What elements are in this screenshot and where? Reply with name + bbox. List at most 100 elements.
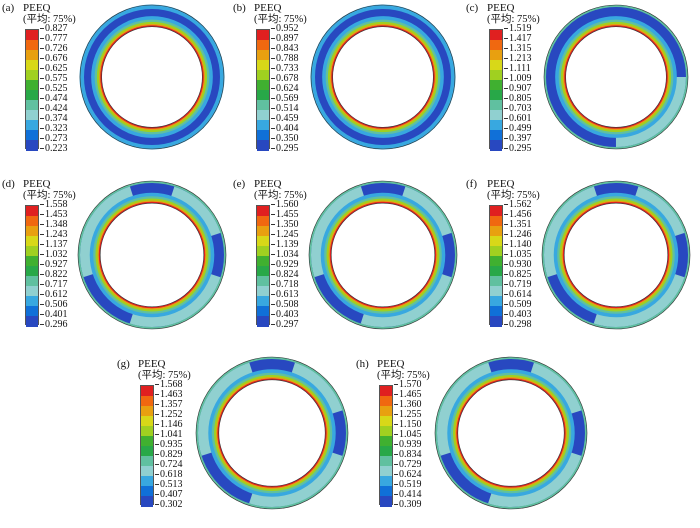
legend-title: PEEQ: [377, 358, 405, 370]
tick-label: 1.045: [394, 430, 422, 440]
tick-label: 1.453: [40, 210, 68, 220]
ring-band-rim: [309, 181, 457, 329]
ring-band-rim: [544, 5, 688, 149]
tick-label: 0.424: [40, 104, 68, 114]
color-bar-segment: [257, 286, 269, 297]
contour-ring: [310, 4, 456, 150]
color-bar-segment: [141, 476, 153, 487]
color-bar: [379, 385, 393, 507]
ring-band-teal: [450, 372, 572, 494]
ring-band-teal: [557, 196, 675, 314]
ring-band-yellow: [216, 377, 328, 489]
ring-band-red: [217, 378, 327, 488]
tick-label: 0.350: [271, 134, 299, 144]
tick-label: 0.717: [40, 280, 68, 290]
ring-band-rim: [196, 357, 348, 509]
color-bar-segment: [257, 60, 269, 71]
panel-label: (d): [2, 178, 15, 190]
tick-label: 0.927: [40, 260, 68, 270]
contour-ring: [195, 356, 349, 510]
tick-label: 0.805: [504, 94, 532, 104]
ring-inner-hole: [457, 379, 565, 487]
contour-ring: [77, 180, 227, 330]
color-bar-segment: [141, 446, 153, 457]
color-bar: [256, 29, 270, 151]
tick-label: 0.407: [155, 490, 183, 500]
color-bar-segment: [490, 40, 502, 51]
tick-label: 1.456: [504, 210, 532, 220]
color-bar-segment: [257, 316, 269, 327]
ring-band-yellow: [562, 23, 670, 131]
color-bar-segment: [490, 110, 502, 121]
color-bar: [256, 205, 270, 327]
color-bar-segment: [380, 386, 392, 397]
ring-band-teal: [325, 19, 441, 135]
tick-label: 1.348: [40, 220, 68, 230]
tick-label: 1.570: [394, 380, 422, 390]
color-bar-segment: [257, 306, 269, 317]
color-bar-ticks: 0.827 0.777 0.726 0.676 0.625 0.575 0.525 0.474…: [40, 24, 100, 154]
ring-inner-hole: [332, 26, 434, 128]
ring-inner-hole: [330, 202, 436, 308]
color-bar-segment: [490, 80, 502, 91]
ring-outline: [310, 4, 456, 150]
color-bar-segment: [26, 296, 38, 307]
ring-outline: [308, 180, 458, 330]
tick-label: 0.514: [271, 104, 299, 114]
ring-band-teal: [324, 196, 442, 314]
tick-label: 0.825: [504, 270, 532, 280]
tick-label: 0.929: [271, 260, 299, 270]
color-bar-segment: [380, 406, 392, 417]
tick-label: 1.035: [504, 250, 532, 260]
tick-label: 0.509: [504, 300, 532, 310]
ring-inner-hole: [563, 202, 669, 308]
ring-inner-hole: [565, 26, 667, 128]
color-bar-segment: [257, 80, 269, 91]
tick-label: 0.612: [40, 290, 68, 300]
tick-label: 0.499: [504, 124, 532, 134]
color-bar-segment: [257, 50, 269, 61]
tick-label: 1.360: [394, 400, 422, 410]
tick-label: 0.777: [40, 34, 68, 44]
ring-band-cyan: [89, 192, 215, 318]
tick-label: 0.401: [40, 310, 68, 320]
panel-label: (c): [466, 2, 479, 14]
tick-label: 0.625: [40, 64, 68, 74]
color-bar-segment: [26, 256, 38, 267]
tick-label: 0.295: [271, 144, 299, 154]
contour-ring: [79, 4, 225, 150]
legend-subtitle: (平均: 75%): [254, 14, 307, 25]
ring-band-teal: [93, 196, 211, 314]
color-bar-ticks: 1.558 1.453 1.348 1.243 1.137 1.032 0.927 0.822…: [40, 200, 100, 330]
ring-patch: [546, 7, 686, 147]
color-bar-segment: [490, 256, 502, 267]
ring-band-cyan: [553, 192, 679, 318]
tick-label: 1.315: [504, 44, 532, 54]
contour-panel: (e) PEEQ (平均: 75%) 1.560 1.455 1.350 1.245 1.13…: [233, 178, 463, 348]
color-bar-segment: [26, 286, 38, 297]
color-bar: [25, 29, 39, 151]
color-bar-segment: [141, 396, 153, 407]
tick-label: 0.323: [40, 124, 68, 134]
color-bar-segment: [26, 216, 38, 227]
contour-panel: (g) PEEQ (平均: 75%) 1.568 1.463 1.357 1.252 1.14…: [117, 356, 349, 528]
contour-panel: (h) PEEQ (平均: 75%) 1.570 1.465 1.360 1.255 1.15…: [356, 356, 588, 528]
color-bar-segment: [26, 140, 38, 151]
color-bar-segment: [490, 206, 502, 217]
color-bar-segment: [380, 396, 392, 407]
tick-label: 0.295: [504, 144, 532, 154]
color-bar: [140, 385, 154, 507]
ring-band-red: [562, 201, 670, 309]
color-bar-segment: [26, 70, 38, 81]
panel-label: (e): [233, 178, 246, 190]
color-bar-segment: [141, 406, 153, 417]
ring-patch: [80, 183, 224, 327]
panel-label: (g): [117, 358, 130, 370]
color-bar: [25, 205, 39, 327]
ring-band-yellow: [98, 23, 206, 131]
legend-title: PEEQ: [23, 178, 51, 190]
tick-label: 1.568: [155, 380, 183, 390]
tick-label: 0.569: [271, 94, 299, 104]
tick-label: 0.404: [271, 124, 299, 134]
color-bar-segment: [257, 100, 269, 111]
